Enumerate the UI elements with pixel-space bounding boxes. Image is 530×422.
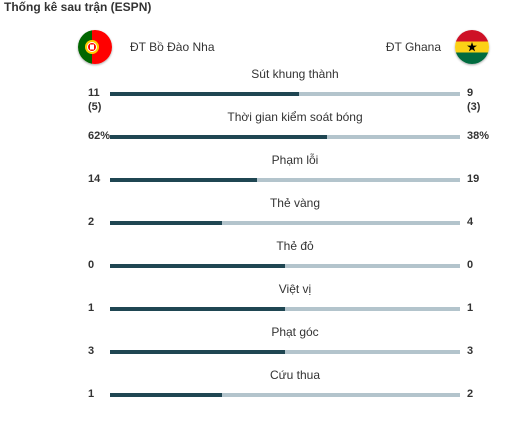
stat-label: Cứu thua bbox=[269, 368, 321, 382]
away-team: ĐT Ghana bbox=[386, 30, 489, 64]
away-value: 0 bbox=[467, 259, 474, 271]
away-value: 9 bbox=[467, 87, 474, 99]
home-value: 3 bbox=[88, 345, 95, 357]
away-value: 38% bbox=[467, 130, 490, 142]
stat-label: Phạt góc bbox=[271, 325, 319, 339]
home-bar-fill bbox=[110, 92, 299, 96]
home-bar-fill bbox=[110, 307, 285, 311]
away-sub-value: (3) bbox=[467, 101, 481, 113]
home-bar-fill bbox=[110, 135, 327, 139]
stat-label: Thẻ vàng bbox=[269, 196, 321, 210]
portugal-flag-icon bbox=[78, 30, 112, 64]
home-team: ĐT Bồ Đào Nha bbox=[78, 30, 215, 64]
comparison-bar bbox=[110, 221, 460, 225]
home-bar-fill bbox=[110, 393, 222, 397]
stat-label: Việt vị bbox=[278, 282, 312, 296]
comparison-bar bbox=[110, 264, 460, 268]
stat-label: Phạm lỗi bbox=[271, 153, 319, 167]
home-value: 1 bbox=[88, 302, 95, 314]
home-value: 1 bbox=[88, 388, 95, 400]
home-value: 0 bbox=[88, 259, 95, 271]
ghana-flag-icon bbox=[455, 30, 489, 64]
home-bar-fill bbox=[110, 264, 285, 268]
comparison-bar bbox=[110, 178, 460, 182]
away-value: 3 bbox=[467, 345, 474, 357]
home-value: 14 bbox=[88, 173, 101, 185]
away-value: 2 bbox=[467, 388, 474, 400]
home-value: 11 bbox=[88, 87, 100, 99]
home-sub-value: (5) bbox=[88, 101, 102, 113]
away-value: 4 bbox=[467, 216, 474, 228]
stat-label: Sút khung thành bbox=[251, 67, 339, 81]
page-title: Thống kê sau trận (ESPN) bbox=[4, 0, 152, 14]
comparison-bar bbox=[110, 307, 460, 311]
home-bar-fill bbox=[110, 178, 257, 182]
stat-label: Thời gian kiểm soát bóng bbox=[227, 110, 363, 124]
home-value: 2 bbox=[88, 216, 95, 228]
away-value: 1 bbox=[467, 302, 474, 314]
away-value: 19 bbox=[467, 173, 480, 185]
stat-label: Thẻ đỏ bbox=[276, 239, 314, 253]
comparison-bar bbox=[110, 92, 460, 96]
home-bar-fill bbox=[110, 350, 285, 354]
comparison-bar bbox=[110, 350, 460, 354]
home-team-name: ĐT Bồ Đào Nha bbox=[130, 40, 215, 54]
away-team-name: ĐT Ghana bbox=[385, 40, 441, 54]
comparison-bar bbox=[110, 135, 460, 139]
home-bar-fill bbox=[110, 221, 222, 225]
comparison-bar bbox=[110, 393, 460, 397]
home-value: 62% bbox=[88, 130, 111, 142]
